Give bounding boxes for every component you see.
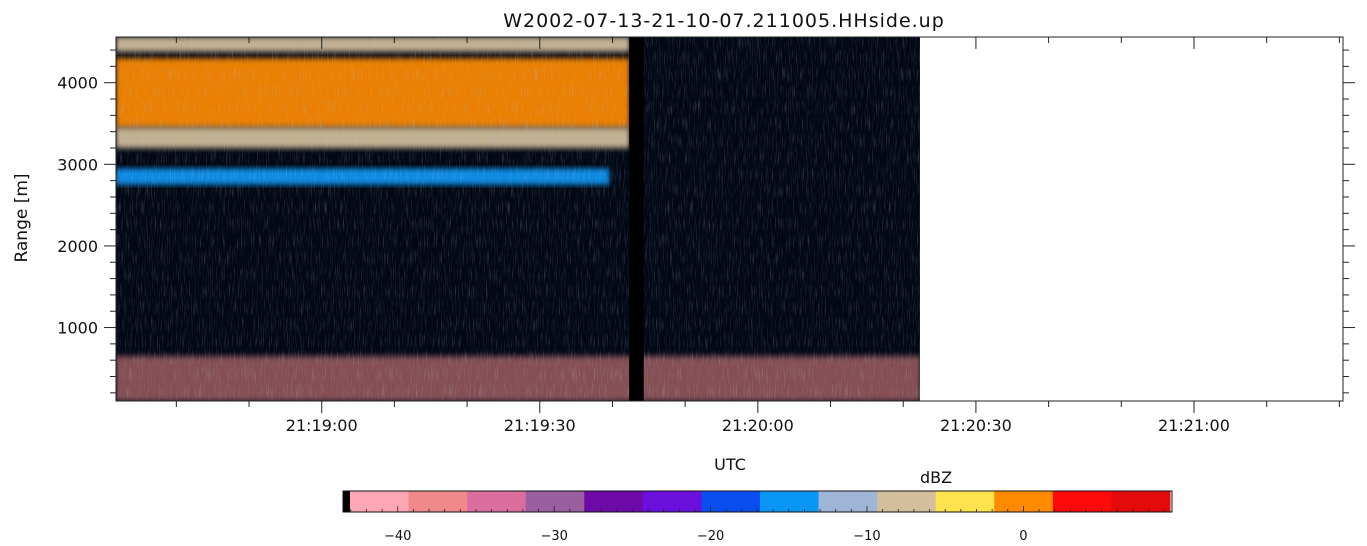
noise-texture [116, 37, 920, 401]
colorbar-band [877, 491, 937, 512]
y-axis-label: Range [m] [12, 173, 32, 262]
colorbar-band [343, 491, 350, 512]
x-tick-label: 21:21:00 [1158, 416, 1230, 435]
colorbar-band [467, 491, 527, 512]
chart-title: W2002-07-13-21-10-07.211005.HHside.up [503, 10, 945, 32]
colorbar-tick-label: −30 [540, 529, 567, 544]
y-tick-label: 4000 [57, 74, 98, 93]
colorbar-tick-label: −10 [853, 529, 880, 544]
x-tick-label: 21:19:30 [504, 416, 576, 435]
x-axis-ticks: 21:19:00 21:19:30 21:20:00 21:20:30 21:21:00 [175, 37, 1340, 435]
plot-area: 21:19:00 21:19:30 21:20:00 21:20:30 21:21:00… [57, 36, 1355, 435]
colorbar-band [760, 491, 820, 512]
colorbar-bands [343, 491, 1171, 512]
colorbar-band [818, 491, 878, 512]
y-tick-label: 3000 [57, 155, 98, 174]
colorbar-band [408, 491, 468, 512]
colorbar: dBZ −40 −30 −20 −10 0 [342, 468, 1173, 544]
data-dropout [629, 37, 644, 401]
colorbar-tick-label: −40 [384, 529, 411, 544]
colorbar-title: dBZ [920, 468, 952, 487]
x-axis-label: UTC [714, 455, 746, 474]
colorbar-band [994, 491, 1054, 512]
colorbar-band [1111, 491, 1171, 512]
x-tick-label: 21:19:00 [286, 416, 358, 435]
x-tick-label: 21:20:30 [940, 416, 1012, 435]
colorbar-band [525, 491, 585, 512]
y-tick-label: 1000 [57, 319, 98, 338]
y-tick-label: 2000 [57, 237, 98, 256]
colorbar-band [584, 491, 644, 512]
colorbar-band [935, 491, 995, 512]
x-tick-label: 21:20:00 [722, 416, 794, 435]
colorbar-tick-label: 0 [1019, 529, 1027, 544]
colorbar-tick-label: −20 [697, 529, 724, 544]
colorbar-ticks: −40 −30 −20 −10 0 [350, 506, 1165, 544]
colorbar-band [350, 491, 410, 512]
colorbar-band [701, 491, 761, 512]
colorbar-band [1052, 491, 1112, 512]
plot-frame [115, 36, 1344, 402]
y-axis-ticks: 1000 2000 3000 4000 [57, 49, 1355, 394]
colorbar-band [642, 491, 702, 512]
